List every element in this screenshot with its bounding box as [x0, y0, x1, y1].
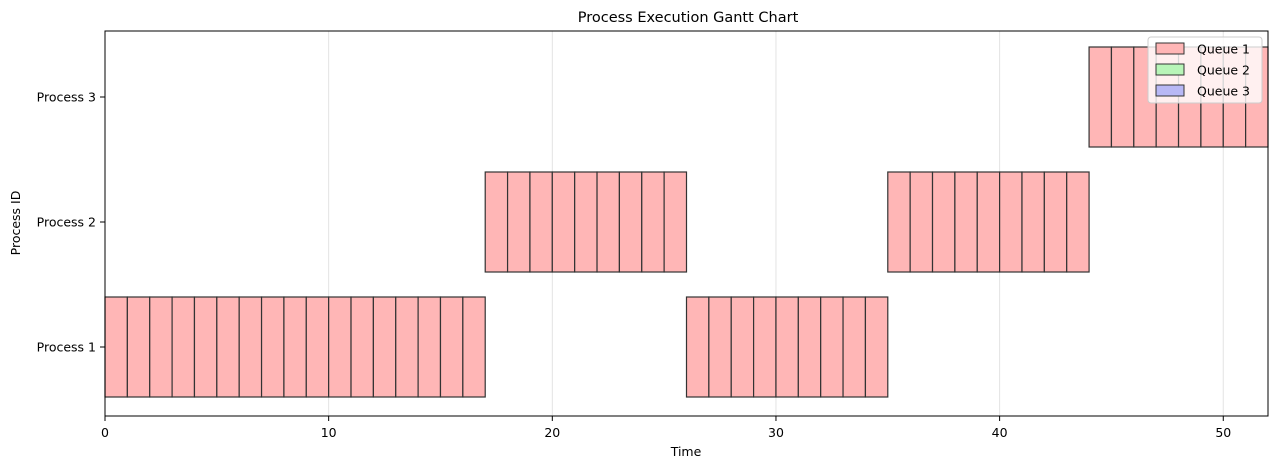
gantt-bar-cell [372, 296, 397, 398]
gantt-bar-cell [1088, 46, 1113, 148]
gantt-bar-cell [641, 171, 665, 273]
gantt-bar-cell [462, 296, 486, 398]
gantt-bar-cell [887, 171, 911, 273]
y-axis-label: Process ID [8, 191, 23, 256]
gantt-bar-cell [797, 296, 822, 398]
legend-swatch [1155, 63, 1185, 76]
plot-frame [104, 30, 1269, 417]
x-tick-label: 50 [1215, 425, 1231, 440]
gantt-bar-cell [596, 171, 621, 273]
gantt-bar-cell [842, 296, 867, 398]
gantt-bar-cell [708, 296, 732, 398]
x-tick-label: 30 [768, 425, 784, 440]
gantt-bar-cell [909, 171, 934, 273]
gantt-bar-cell [551, 171, 576, 273]
gantt-bar-cell [104, 296, 128, 398]
legend-swatch [1155, 42, 1185, 55]
gantt-bar-cell [1110, 46, 1135, 148]
gantt-bar-cell [1043, 171, 1068, 273]
gantt-bar-cell [529, 171, 553, 273]
gantt-bar-cell [328, 296, 352, 398]
gantt-bar-cell [752, 296, 777, 398]
x-tick-label: 40 [992, 425, 1008, 440]
legend-label: Queue 3 [1197, 84, 1250, 99]
y-ticks: Process 1 Process 2 Process 3 [37, 90, 105, 355]
y-tick-label: Process 3 [37, 90, 96, 105]
gantt-bar-cell [1066, 171, 1090, 273]
x-axis-label: Time [670, 444, 702, 459]
y-tick-label: Process 2 [37, 215, 96, 230]
gantt-bar-cell [820, 296, 844, 398]
gantt-bar-cell [283, 296, 307, 398]
x-tick-label: 20 [544, 425, 560, 440]
legend-label: Queue 2 [1197, 63, 1250, 78]
y-tick-label: Process 1 [37, 340, 96, 355]
legend-label: Queue 1 [1197, 42, 1250, 57]
gantt-bar-cell [954, 171, 978, 273]
gantt-bar-cell [216, 296, 240, 398]
gantt-bar-cell [574, 171, 598, 273]
gantt-bar-cell [350, 296, 374, 398]
legend: Queue 1 Queue 2 Queue 3 [1147, 36, 1263, 104]
gantt-bar-cell [238, 296, 263, 398]
gantt-bar-cell [439, 296, 464, 398]
gantt-bar-cell [395, 296, 419, 398]
gantt-bar-cell [775, 296, 799, 398]
gantt-bar-cell [126, 296, 151, 398]
gantt-bar-cell [260, 296, 285, 398]
gantt-bar-cell [1021, 171, 1045, 273]
gantt-bar-cell [663, 171, 688, 273]
gantt-bar-cell [417, 296, 442, 398]
gantt-bar-cell [931, 171, 956, 273]
gantt-bar-cell [484, 171, 509, 273]
legend-swatch [1155, 84, 1185, 97]
gantt-bar-cell [193, 296, 218, 398]
gantt-bar-cell [864, 296, 889, 398]
gantt-bar-cell [506, 171, 531, 273]
gantt-bar-cell [976, 171, 1001, 273]
x-ticks: 0 10 20 30 40 50 [101, 416, 1231, 440]
gantt-bar-cell [999, 171, 1023, 273]
gantt-bar-cell [730, 296, 755, 398]
gantt-bar-cell [171, 296, 196, 398]
gantt-bar-cell [149, 296, 173, 398]
gantt-bar-cell [305, 296, 330, 398]
chart-title: Process Execution Gantt Chart [578, 10, 799, 26]
gantt-bar-cell [685, 296, 710, 398]
x-tick-label: 0 [101, 425, 109, 440]
x-tick-label: 10 [321, 425, 337, 440]
gantt-bar-cell [618, 171, 643, 273]
bar-layer [104, 46, 1269, 398]
